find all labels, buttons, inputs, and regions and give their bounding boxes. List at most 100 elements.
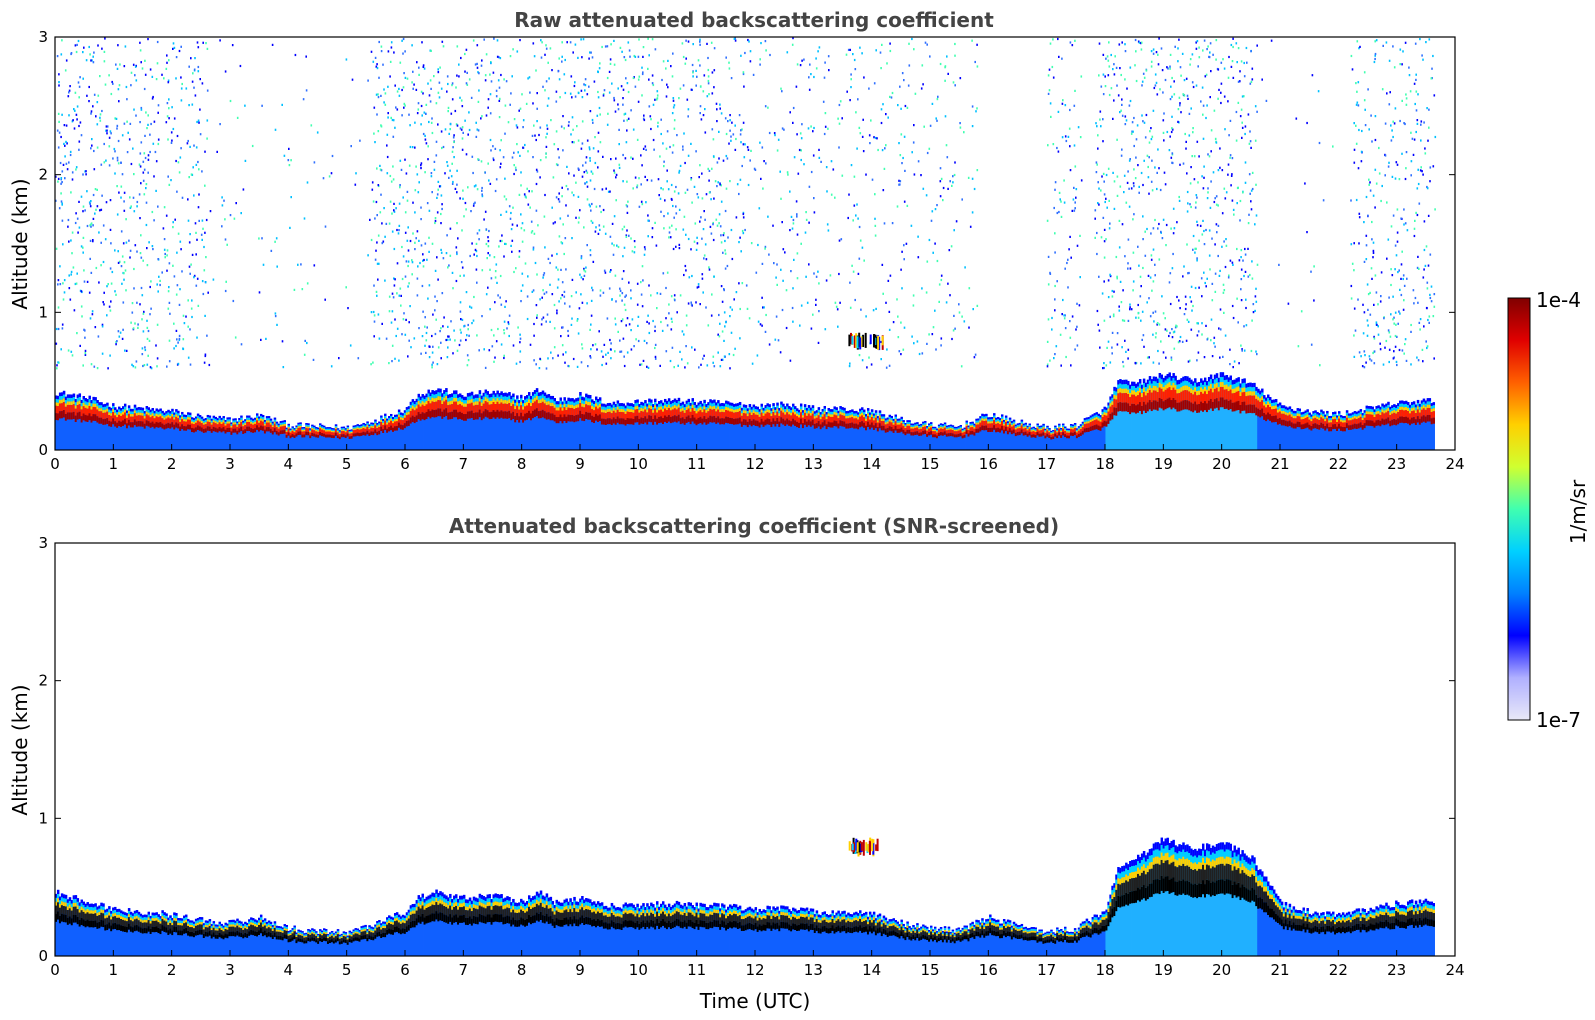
bl-band bbox=[681, 401, 685, 405]
bl-band bbox=[244, 423, 247, 426]
bl-band bbox=[449, 401, 452, 405]
bl-band bbox=[159, 408, 162, 412]
noise-point bbox=[168, 301, 171, 304]
noise-point bbox=[133, 210, 136, 213]
bl-band bbox=[695, 413, 698, 420]
bl-band bbox=[384, 425, 387, 431]
bl-column bbox=[859, 408, 862, 450]
bl-band bbox=[167, 409, 170, 413]
bl-band bbox=[342, 428, 346, 430]
bl-band bbox=[76, 394, 80, 399]
bl-band bbox=[441, 396, 444, 401]
bl-column bbox=[441, 393, 444, 450]
bl-band bbox=[315, 429, 318, 432]
bl-band bbox=[137, 415, 141, 421]
bl-band bbox=[557, 410, 560, 418]
noise-point bbox=[86, 190, 88, 193]
bl-column bbox=[520, 394, 523, 450]
bl-column bbox=[792, 403, 795, 450]
noise-point bbox=[193, 86, 195, 89]
bl-column bbox=[378, 421, 381, 450]
bl-band bbox=[498, 403, 501, 412]
bl-band bbox=[545, 394, 549, 399]
bl-band bbox=[965, 424, 968, 427]
bl-band bbox=[953, 431, 957, 435]
bl-column bbox=[701, 403, 704, 450]
bl-band bbox=[754, 420, 758, 426]
noise-point bbox=[58, 131, 61, 134]
bl-band bbox=[242, 426, 245, 431]
bl-band bbox=[561, 410, 564, 418]
bl-band bbox=[758, 422, 761, 428]
bl-band bbox=[571, 414, 574, 422]
bl-band bbox=[287, 423, 290, 426]
bl-band bbox=[691, 414, 694, 422]
bl-band bbox=[342, 431, 346, 435]
noise-point bbox=[100, 241, 102, 244]
bl-band bbox=[378, 426, 381, 431]
noise-point bbox=[76, 217, 79, 220]
bl-band bbox=[451, 393, 454, 397]
bl-band bbox=[959, 426, 962, 429]
bl-band bbox=[545, 412, 549, 420]
bl-band bbox=[662, 405, 665, 409]
bl-band bbox=[323, 430, 326, 434]
bl-column bbox=[232, 418, 235, 450]
bl-band bbox=[419, 403, 422, 407]
bl-band bbox=[928, 432, 931, 436]
bl-column bbox=[366, 421, 369, 450]
bl-band bbox=[861, 410, 864, 413]
bl-band bbox=[774, 407, 777, 410]
bl-band bbox=[843, 415, 846, 422]
bl-band bbox=[494, 404, 497, 412]
bl-band bbox=[872, 413, 876, 416]
bl-column bbox=[732, 403, 736, 450]
bl-column bbox=[567, 397, 570, 450]
bl-band bbox=[539, 395, 543, 400]
bl-band bbox=[190, 417, 194, 420]
noise-point bbox=[197, 160, 199, 164]
bl-band bbox=[547, 412, 551, 420]
bl-band bbox=[427, 401, 430, 410]
bl-band bbox=[732, 409, 736, 413]
bl-band bbox=[961, 430, 964, 432]
bl-band bbox=[669, 404, 673, 408]
bl-column bbox=[608, 402, 612, 450]
bl-band bbox=[600, 418, 604, 425]
noise-point bbox=[157, 258, 159, 261]
bl-column bbox=[943, 422, 947, 450]
noise-point bbox=[74, 91, 77, 94]
bl-band bbox=[707, 408, 710, 412]
bl-column bbox=[92, 396, 95, 450]
bl-column bbox=[987, 417, 990, 450]
bl-band bbox=[265, 427, 269, 432]
bl-band bbox=[581, 400, 584, 404]
noise-point bbox=[60, 200, 63, 203]
bl-band bbox=[1274, 399, 1278, 403]
bl-band bbox=[429, 392, 432, 397]
bl-band bbox=[194, 416, 198, 419]
bl-band bbox=[888, 419, 892, 422]
bl-column bbox=[803, 404, 807, 450]
noise-point bbox=[156, 40, 159, 44]
bl-band bbox=[155, 408, 158, 412]
bl-band bbox=[265, 422, 269, 428]
noise-point bbox=[195, 163, 198, 166]
bl-band bbox=[868, 412, 872, 415]
bl-band bbox=[918, 429, 921, 433]
bl-band bbox=[106, 408, 109, 412]
bl-band bbox=[1334, 411, 1337, 415]
bl-column bbox=[723, 403, 726, 450]
noise-point bbox=[55, 327, 58, 331]
bl-band bbox=[922, 425, 925, 428]
bl-band bbox=[165, 416, 168, 419]
noise-point bbox=[140, 61, 142, 64]
bl-band bbox=[439, 388, 442, 393]
noise-point bbox=[181, 270, 183, 273]
bl-band bbox=[455, 394, 458, 398]
noise-point bbox=[647, 314, 649, 317]
noise-point bbox=[103, 60, 106, 63]
bl-band bbox=[60, 399, 64, 404]
bl-band bbox=[920, 428, 923, 433]
bl-band bbox=[1073, 426, 1077, 429]
